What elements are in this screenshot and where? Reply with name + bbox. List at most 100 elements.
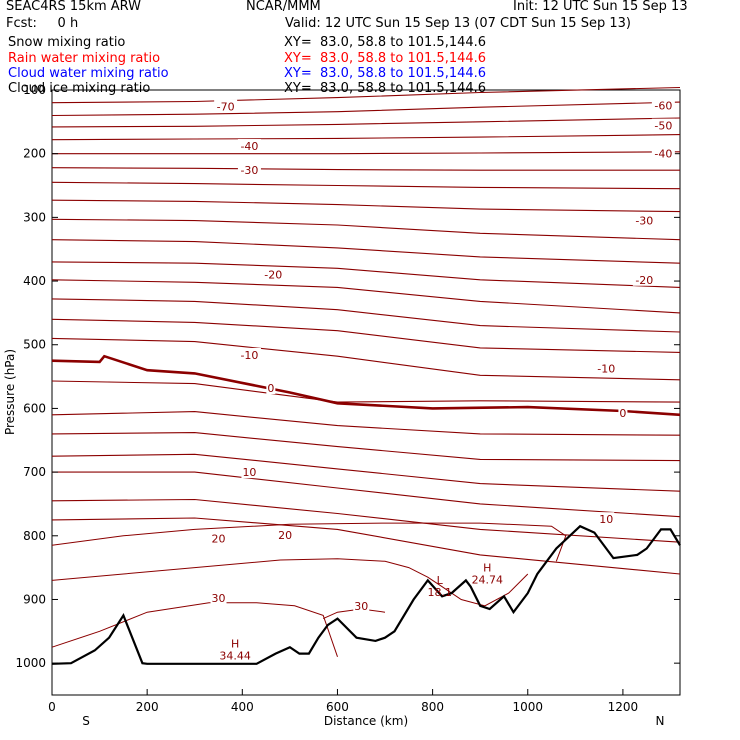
y-axis-label: Pressure (hPa) xyxy=(3,349,17,435)
x-axis-label: Distance (km) xyxy=(324,714,408,728)
x-end-label-north: N xyxy=(656,714,665,728)
contour-label: -30 xyxy=(635,215,653,228)
freezing-level-line xyxy=(51,354,681,417)
y-tick-label: 800 xyxy=(23,529,46,543)
isotherm-line xyxy=(51,101,681,117)
contour-label: -10 xyxy=(597,362,615,375)
isotherm-line xyxy=(51,239,681,264)
contour-label: 30 xyxy=(354,600,368,613)
field-label-rain: Rain water mixing ratio xyxy=(8,51,161,66)
contour-label-background xyxy=(651,146,675,160)
extremum-value: 34.44 xyxy=(219,650,251,663)
extremum-marker: L xyxy=(437,574,444,587)
model-name: SEAC4RS 15km ARW xyxy=(6,0,142,14)
contour-label-background xyxy=(594,361,618,375)
contour-label: 20 xyxy=(278,529,292,542)
contour-label-background xyxy=(618,405,628,419)
isotherm-line xyxy=(52,471,681,518)
x-tick-label: 1000 xyxy=(512,700,543,714)
y-tick-label: 900 xyxy=(23,592,46,606)
y-tick-label: 600 xyxy=(23,401,46,415)
x-tick-label: 400 xyxy=(231,700,254,714)
contour-label: 20 xyxy=(212,532,226,545)
moisture-contour xyxy=(51,558,529,607)
valid-time: Valid: 12 UTC Sun 15 Sep 13 (07 CDT Sun … xyxy=(285,16,631,31)
x-tick-label: 600 xyxy=(326,700,349,714)
x-tick-label: 0 xyxy=(48,700,56,714)
y-tick-label: 700 xyxy=(23,465,46,479)
isotherm-line xyxy=(52,151,681,155)
extremum-marker: H xyxy=(483,561,491,574)
xy-snow: XY= 83.0, 58.8 to 101.5,144.6 xyxy=(284,35,487,50)
isotherm-line xyxy=(51,86,681,104)
contour-label-background xyxy=(598,512,615,526)
xy-cloud-water: XY= 83.0, 58.8 to 101.5,144.6 xyxy=(284,66,487,81)
contour-label: -70 xyxy=(217,101,235,114)
contour-label: -20 xyxy=(635,274,653,287)
xy-cloud-ice: XY= 83.0, 58.8 to 101.5,144.6 xyxy=(284,81,487,96)
moisture-contour xyxy=(51,522,567,562)
contour-label: -30 xyxy=(240,164,258,177)
contour-label-background xyxy=(632,272,656,286)
field-label-cloud-ice: Cloud ice mixing ratio xyxy=(8,81,151,96)
init-time: Init: 12 UTC Sun 15 Sep 13 xyxy=(513,0,688,14)
contour-label-background xyxy=(237,347,261,361)
y-tick-label: 500 xyxy=(23,338,46,352)
contour-label-background xyxy=(261,267,285,281)
isotherm-line xyxy=(51,337,681,381)
y-tick-label: 400 xyxy=(23,274,46,288)
isotherm-line xyxy=(51,517,681,575)
isotherm-line xyxy=(51,318,681,353)
field-label-snow: Snow mixing ratio xyxy=(8,35,126,50)
contour-label-background xyxy=(237,163,261,177)
contour-label-background xyxy=(210,531,227,545)
isotherm-line xyxy=(51,199,681,213)
x-end-label-south: S xyxy=(82,714,90,728)
moisture-contour xyxy=(51,602,338,657)
y-tick-label: 100 xyxy=(23,83,46,97)
isotherm-line xyxy=(51,117,681,128)
contour-label-background xyxy=(241,465,258,479)
x-tick-label: 1200 xyxy=(608,700,639,714)
extremum-value: 24.74 xyxy=(472,573,504,586)
contour-label-background xyxy=(651,118,675,132)
forecast-hour: Fcst: 0 h xyxy=(6,16,79,31)
contour-label: 30 xyxy=(212,592,226,605)
contour-label-background xyxy=(651,98,675,112)
field-label-cloud-water: Cloud water mixing ratio xyxy=(8,66,169,81)
moisture-contour xyxy=(322,608,386,620)
contour-label: -40 xyxy=(654,148,672,161)
isotherm-line xyxy=(51,261,681,288)
contour-label-background xyxy=(210,591,227,605)
extremum-marker: H xyxy=(231,638,239,651)
contour-label: -20 xyxy=(264,269,282,282)
isotherm-line xyxy=(51,181,681,190)
plot-frame xyxy=(51,89,681,696)
contour-label-background xyxy=(277,528,294,542)
isotherm-line xyxy=(51,167,680,171)
contour-label-background xyxy=(353,598,370,612)
contour-label: 0 xyxy=(267,382,274,395)
isotherm-line xyxy=(51,498,681,543)
contour-label-background xyxy=(237,139,261,153)
extremum-value: 18.1 xyxy=(427,586,452,599)
contour-label: 10 xyxy=(599,513,613,526)
contour-label: -50 xyxy=(654,120,672,133)
y-tick-label: 300 xyxy=(23,210,46,224)
isotherm-line xyxy=(51,453,681,492)
contour-label: 10 xyxy=(242,466,256,479)
contour-label: 0 xyxy=(619,407,626,420)
x-tick-label: 200 xyxy=(136,700,159,714)
contour-label: -40 xyxy=(240,140,258,153)
contour-label-background xyxy=(266,381,276,395)
contour-label-background xyxy=(214,99,238,113)
contour-label: -10 xyxy=(240,349,258,362)
xy-rain: XY= 83.0, 58.8 to 101.5,144.6 xyxy=(284,51,487,66)
isotherm-line xyxy=(51,298,681,333)
y-tick-label: 1000 xyxy=(15,656,46,670)
contour-label-background xyxy=(632,213,656,227)
terrain-line xyxy=(51,524,681,665)
isotherm-line xyxy=(51,279,681,314)
isotherm-line xyxy=(51,432,681,462)
